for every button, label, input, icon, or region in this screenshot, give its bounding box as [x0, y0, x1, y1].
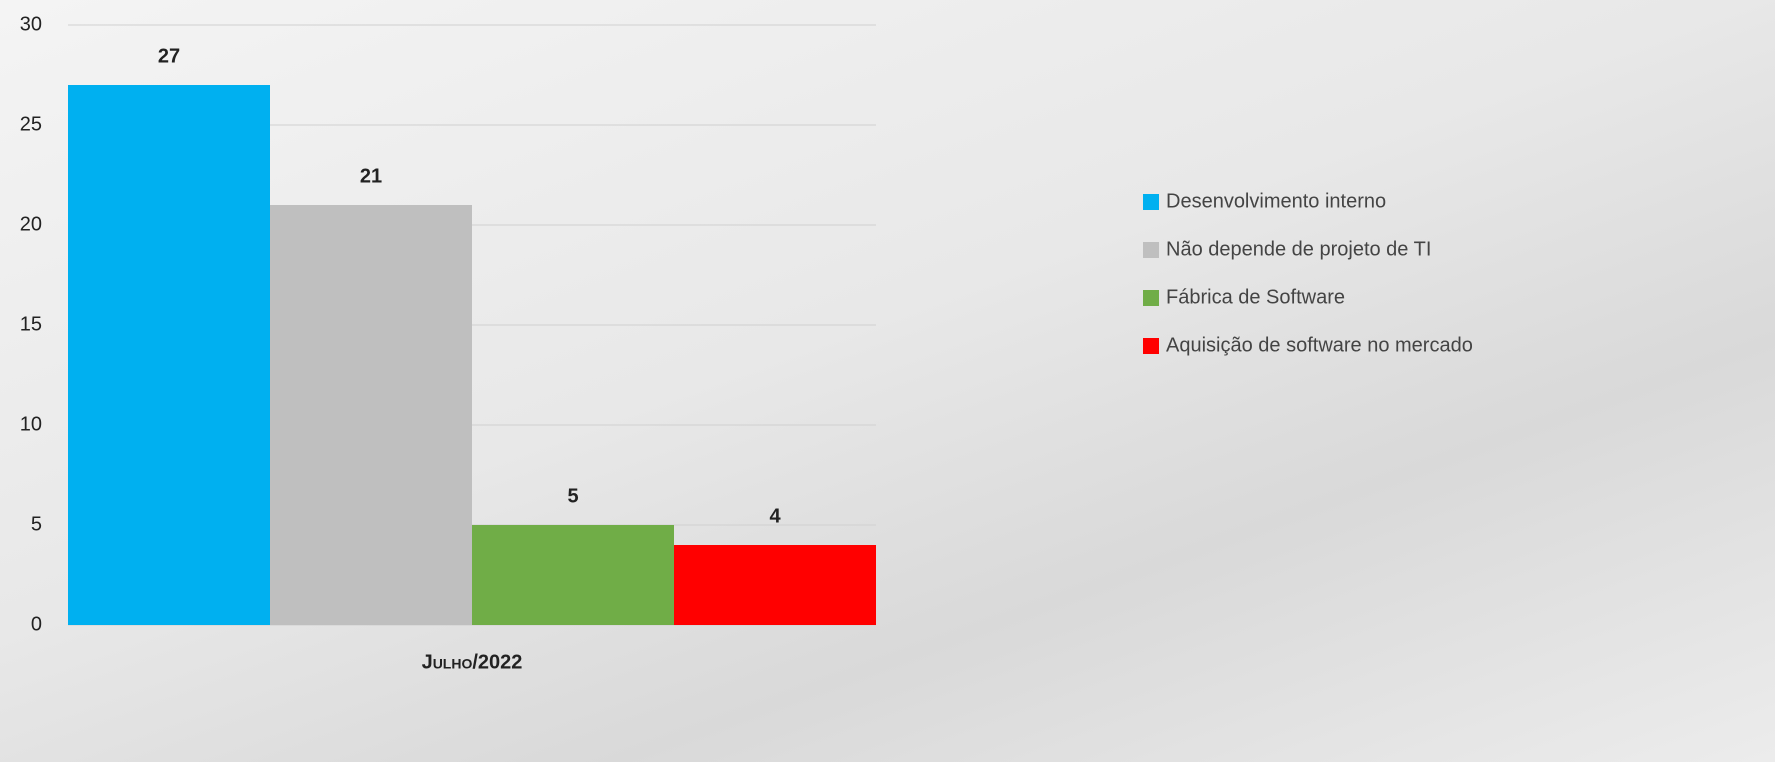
bar	[472, 525, 674, 625]
chart: 0 5 10 15 20 25 30 Julho/2022 27 21 5 4 Desenvolvime…	[0, 0, 1775, 762]
value-label: 27	[158, 45, 180, 67]
bar	[270, 205, 472, 625]
bar	[68, 85, 270, 625]
y-tick-label: 0	[31, 613, 42, 635]
legend-label: Fábrica de Software	[1166, 286, 1345, 308]
y-tick-label: 15	[20, 313, 42, 335]
y-tick-label: 20	[20, 213, 42, 235]
value-label: 21	[360, 165, 382, 187]
legend-label: Aquisição de software no mercado	[1166, 334, 1473, 356]
value-label: 4	[769, 505, 781, 527]
bar	[674, 545, 876, 625]
value-label: 5	[567, 485, 578, 507]
legend-label: Desenvolvimento interno	[1166, 190, 1386, 212]
legend-swatch	[1143, 290, 1159, 306]
legend-swatch	[1143, 338, 1159, 354]
y-tick-label: 5	[31, 513, 42, 535]
y-tick-label: 30	[20, 13, 42, 35]
y-tick-label: 10	[20, 413, 42, 435]
x-tick-label: Julho/2022	[422, 651, 523, 673]
legend-swatch	[1143, 242, 1159, 258]
y-tick-label: 25	[20, 113, 42, 135]
legend-label: Não depende de projeto de TI	[1166, 238, 1431, 260]
legend-swatch	[1143, 194, 1159, 210]
